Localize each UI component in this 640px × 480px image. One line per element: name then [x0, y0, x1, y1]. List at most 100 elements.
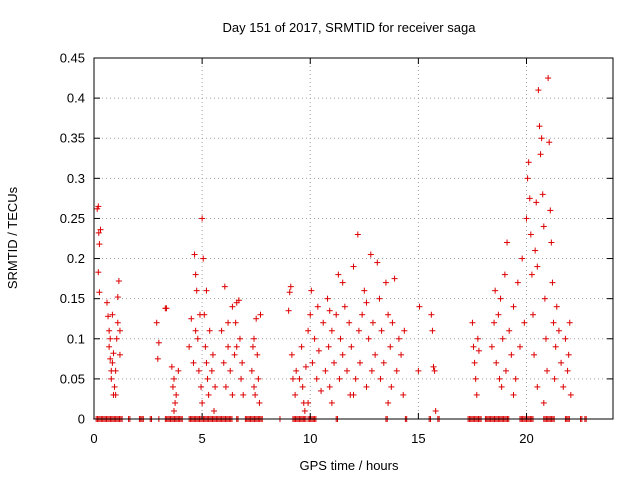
data-point — [564, 367, 571, 374]
data-point — [539, 191, 546, 198]
data-point — [488, 343, 495, 350]
data-point — [233, 343, 240, 350]
x-tick-label: 0 — [90, 431, 97, 446]
axis-ticks: 0 0.05 0.1 0.15 0.2 0.25 0.3 0.35 0.4 0.45 0 5 10 15 2… — [60, 51, 613, 446]
data-point — [109, 311, 116, 318]
data-point — [529, 311, 536, 318]
x-tick-label: 15 — [411, 431, 425, 446]
data-point — [198, 383, 205, 390]
data-point — [236, 335, 243, 342]
data-point — [299, 383, 306, 390]
data-point — [296, 375, 303, 382]
data-point — [546, 139, 553, 146]
data-point — [415, 367, 422, 374]
y-axis-label: SRMTID / TECUs — [5, 186, 20, 289]
y-tick-label: 0.2 — [67, 251, 85, 266]
data-point — [544, 367, 551, 374]
data-point — [315, 347, 322, 354]
y-tick-label: 0.3 — [67, 171, 85, 186]
data-point — [208, 367, 215, 374]
data-point — [526, 195, 533, 202]
data-point — [382, 279, 389, 286]
data-point — [472, 375, 479, 382]
data-point — [361, 287, 368, 294]
data-point — [393, 367, 400, 374]
data-point — [537, 151, 544, 158]
data-point — [107, 355, 114, 362]
data-point — [221, 283, 228, 290]
data-point — [112, 367, 119, 374]
data-point — [469, 319, 476, 326]
data-point — [95, 269, 102, 276]
data-point — [169, 383, 176, 390]
y-tick-label: 0.25 — [60, 211, 85, 226]
data-point — [368, 367, 375, 374]
data-point — [388, 383, 395, 390]
data-point — [194, 335, 201, 342]
data-point — [565, 351, 572, 358]
data-point — [227, 367, 234, 374]
data-point — [206, 327, 213, 334]
data-point — [536, 123, 543, 130]
data-point — [238, 375, 245, 382]
data-point — [256, 399, 263, 406]
x-tick-label: 10 — [303, 431, 317, 446]
data-point — [106, 343, 113, 350]
data-point — [395, 335, 402, 342]
data-point — [385, 311, 392, 318]
data-point — [501, 271, 508, 278]
data-point — [547, 207, 554, 214]
data-point — [504, 239, 511, 246]
data-point — [111, 383, 118, 390]
data-point — [339, 279, 346, 286]
data-point — [298, 343, 305, 350]
data-point — [308, 287, 315, 294]
data-point — [201, 311, 208, 318]
data-point — [95, 203, 102, 210]
data-point — [355, 327, 362, 334]
data-point — [339, 351, 346, 358]
data-point — [191, 251, 198, 258]
data-point — [186, 343, 193, 350]
x-tick-label: 5 — [199, 431, 206, 446]
x-axis-label: GPS time / hours — [300, 458, 399, 473]
data-point — [106, 327, 113, 334]
data-point — [528, 271, 535, 278]
data-point — [203, 287, 210, 294]
data-point — [508, 351, 515, 358]
data-point — [350, 263, 357, 270]
data-point — [532, 247, 539, 254]
data-point — [97, 226, 104, 233]
data-point — [391, 275, 398, 282]
data-point — [251, 383, 258, 390]
data-point — [337, 335, 344, 342]
data-point — [192, 327, 199, 334]
data-points — [94, 75, 574, 414]
data-point — [107, 335, 114, 342]
data-point — [541, 295, 548, 302]
data-point — [200, 255, 207, 262]
y-tick-label: 0.15 — [60, 291, 85, 306]
data-point — [209, 351, 216, 358]
data-point — [369, 319, 376, 326]
data-point — [558, 359, 565, 366]
data-point — [322, 367, 329, 374]
data-point — [254, 351, 261, 358]
y-tick-label: 0.1 — [67, 331, 85, 346]
data-point — [525, 159, 532, 166]
data-point — [229, 391, 236, 398]
data-point — [175, 367, 182, 374]
data-point — [348, 343, 355, 350]
data-point — [286, 289, 293, 296]
data-point — [192, 271, 199, 278]
data-point — [545, 75, 552, 82]
data-point — [377, 375, 384, 382]
data-point — [220, 359, 227, 366]
y-tick-label: 0.4 — [67, 91, 85, 106]
data-point — [325, 343, 332, 350]
data-point — [313, 375, 320, 382]
data-point — [538, 135, 545, 142]
data-point — [524, 175, 531, 182]
data-point — [154, 355, 161, 362]
data-point — [114, 319, 121, 326]
